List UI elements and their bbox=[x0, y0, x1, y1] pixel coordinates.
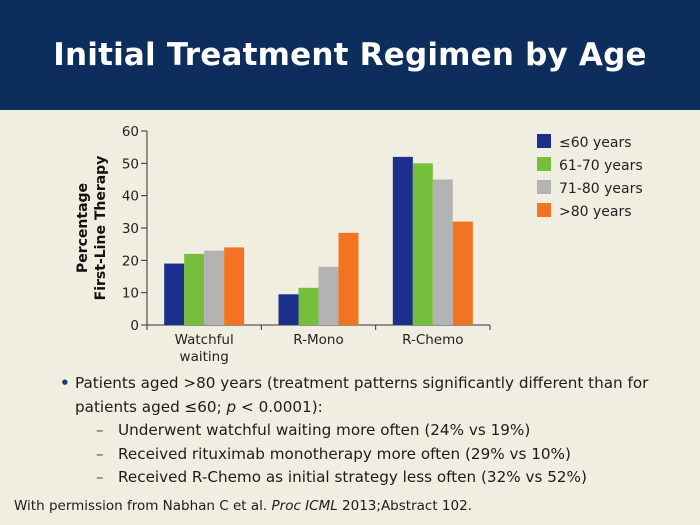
bullet-main-p: p bbox=[226, 397, 237, 416]
y-tick-label: 50 bbox=[122, 156, 139, 172]
bar bbox=[412, 163, 433, 325]
x-tick-label: R-Chemo bbox=[402, 332, 463, 348]
bar bbox=[184, 253, 205, 325]
x-tick-label: waiting bbox=[180, 349, 229, 365]
bar bbox=[338, 232, 359, 325]
sub-bullet-item: – Received rituximab monotherapy more oft… bbox=[60, 443, 680, 467]
bullet-main-suffix: < 0.0001): bbox=[236, 397, 323, 416]
slide-title: Initial Treatment Regimen by Age bbox=[53, 37, 647, 73]
y-tick-label: 30 bbox=[122, 221, 139, 237]
y-tick-label: 10 bbox=[122, 286, 139, 302]
bar bbox=[204, 250, 225, 325]
legend-swatch bbox=[537, 157, 551, 171]
bar bbox=[318, 266, 339, 325]
dash-icon: – bbox=[96, 421, 104, 439]
x-tick-label: Watchful bbox=[175, 332, 234, 348]
x-tick-label: R-Mono bbox=[293, 332, 343, 348]
bullet-main: • Patients aged >80 years (treatment patt… bbox=[60, 372, 680, 419]
legend-swatch bbox=[537, 203, 551, 217]
sub-bullet-text: Underwent watchful waiting more often (2… bbox=[118, 421, 531, 439]
y-tick-label: 0 bbox=[130, 318, 139, 334]
bullet-dot-icon: • bbox=[60, 374, 70, 392]
bar bbox=[298, 287, 319, 325]
sub-bullet-text: Received rituximab monotherapy more ofte… bbox=[118, 444, 571, 463]
footnote-suffix: 2013;Abstract 102. bbox=[337, 498, 472, 514]
legend-label: >80 years bbox=[559, 204, 632, 220]
bar bbox=[392, 156, 413, 325]
bar bbox=[452, 221, 473, 325]
legend-swatch bbox=[537, 180, 551, 194]
bullet-main-prefix: Patients aged >80 years (treatment patte… bbox=[75, 374, 649, 416]
y-axis-label: Percentage bbox=[75, 183, 91, 273]
y-tick-label: 20 bbox=[122, 253, 139, 269]
sub-bullet-list: – Underwent watchful waiting more often (… bbox=[60, 419, 680, 490]
legend-swatch bbox=[537, 134, 551, 148]
sub-bullet-item: – Underwent watchful waiting more often (… bbox=[60, 419, 680, 443]
legend-label: ≤60 years bbox=[559, 135, 632, 151]
footnote: With permission from Nabhan C et al. Pro… bbox=[14, 498, 472, 514]
y-tick-label: 40 bbox=[122, 189, 139, 205]
dash-icon: – bbox=[96, 444, 104, 463]
dash-icon: – bbox=[96, 468, 104, 486]
sub-bullet-item: – Received R-Chemo as initial strategy le… bbox=[60, 466, 680, 490]
y-axis-label: First-Line Therapy bbox=[93, 156, 109, 301]
bar bbox=[224, 247, 245, 325]
sub-bullet-text: Received R-Chemo as initial strategy les… bbox=[118, 468, 587, 486]
bar bbox=[164, 263, 185, 325]
bullet-list: • Patients aged >80 years (treatment patt… bbox=[60, 372, 680, 490]
bar bbox=[432, 179, 453, 325]
legend-label: 61-70 years bbox=[559, 158, 643, 174]
footnote-prefix: With permission from Nabhan C et al. bbox=[14, 498, 272, 514]
footnote-journal: Proc ICML bbox=[271, 498, 338, 514]
slide-header: Initial Treatment Regimen by Age bbox=[0, 0, 700, 110]
y-tick-label: 60 bbox=[122, 124, 139, 140]
legend-label: 71-80 years bbox=[559, 181, 643, 197]
bar bbox=[278, 294, 299, 325]
